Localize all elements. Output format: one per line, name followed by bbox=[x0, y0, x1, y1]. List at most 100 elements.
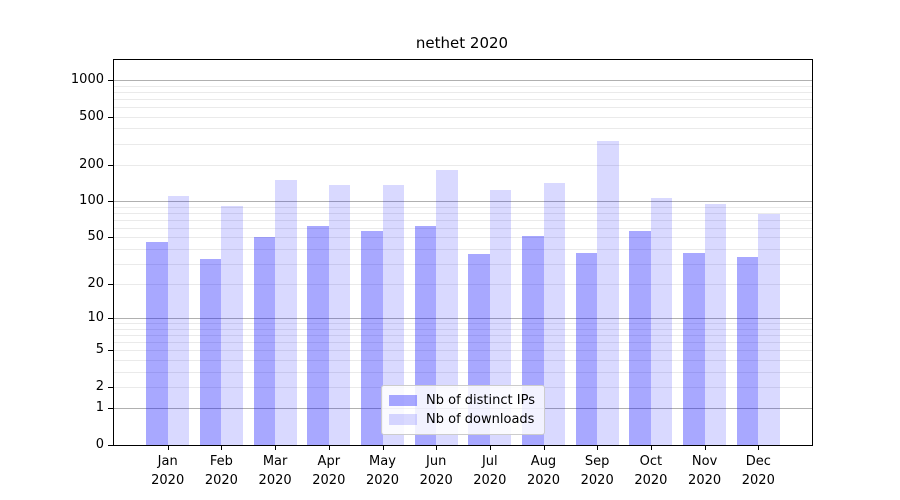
gridline-minor bbox=[114, 263, 812, 265]
x-tick-mark bbox=[275, 445, 277, 450]
x-tick-mark bbox=[167, 445, 169, 450]
x-tick-label-feb: Feb 2020 bbox=[204, 454, 238, 488]
bar-downloads-jan bbox=[167, 196, 190, 445]
y-tick-label-100: 100 bbox=[79, 193, 104, 209]
plot-area: Nb of distinct IPs Nb of downloads Jan 2… bbox=[71, 59, 813, 488]
x-tick-mark bbox=[489, 445, 491, 450]
y-tick-label-1000: 1000 bbox=[70, 72, 104, 87]
gridline-minor bbox=[114, 98, 812, 100]
bar-distinct-ips-mar bbox=[253, 237, 276, 445]
gridline-minor bbox=[114, 143, 812, 145]
bar-distinct-ips-sep bbox=[575, 252, 598, 445]
x-tick-mark bbox=[650, 445, 652, 450]
x-tick-mark bbox=[543, 445, 545, 450]
gridline-minor bbox=[114, 106, 812, 108]
legend-label-downloads: Nb of downloads bbox=[426, 412, 535, 427]
x-tick-label-nov: Nov 2020 bbox=[688, 454, 722, 488]
y-tick-label-200: 200 bbox=[79, 156, 104, 172]
y-tick-label-5: 5 bbox=[95, 342, 104, 358]
gridline-minor bbox=[114, 328, 812, 330]
y-tick-label-1: 1 bbox=[95, 400, 104, 416]
x-tick-mark bbox=[597, 445, 599, 450]
x-tick-mark bbox=[221, 445, 223, 450]
y-tick-label-50: 50 bbox=[87, 229, 104, 245]
bar-distinct-ips-jan bbox=[146, 241, 168, 445]
y-tick-mark bbox=[108, 201, 114, 203]
gridline-minor bbox=[114, 85, 812, 87]
x-tick-mark bbox=[704, 445, 706, 450]
x-tick-label-jul: Jul 2020 bbox=[473, 454, 507, 488]
x-tick-mark bbox=[328, 445, 330, 450]
y-tick-label-10: 10 bbox=[87, 310, 104, 326]
x-tick-label-may: May 2020 bbox=[365, 454, 400, 488]
gridline-minor bbox=[114, 227, 812, 229]
y-tick-mark bbox=[108, 408, 114, 410]
x-tick-label-jun: Jun 2020 bbox=[419, 454, 453, 488]
y-tick-label-500: 500 bbox=[79, 108, 104, 124]
gridline-minor bbox=[114, 91, 812, 93]
bar-downloads-jun bbox=[436, 169, 458, 445]
gridline-minor bbox=[114, 335, 812, 337]
bar-downloads-sep bbox=[597, 140, 619, 445]
x-tick-label-apr: Apr 2020 bbox=[312, 454, 346, 488]
chart-title: nethet 2020 bbox=[415, 34, 509, 52]
x-tick-mark bbox=[382, 445, 384, 450]
x-tick-label-dec: Dec 2020 bbox=[741, 454, 775, 488]
gridline-major bbox=[114, 80, 812, 81]
y-tick-mark bbox=[108, 387, 114, 388]
legend: Nb of distinct IPs Nb of downloads bbox=[381, 385, 545, 435]
bar-downloads-feb bbox=[221, 205, 243, 445]
y-tick-mark bbox=[108, 445, 114, 446]
x-tick-mark bbox=[436, 445, 438, 450]
x-tick-label-sep: Sep 2020 bbox=[580, 454, 614, 488]
bar-distinct-ips-feb bbox=[199, 258, 222, 445]
bar-downloads-dec bbox=[758, 213, 780, 445]
gridline-minor bbox=[114, 350, 812, 352]
gridline-minor bbox=[114, 164, 812, 166]
gridline-minor bbox=[114, 342, 812, 344]
bar-downloads-may bbox=[382, 184, 404, 445]
x-tick-label-jan: Jan 2020 bbox=[151, 454, 185, 488]
bar-distinct-ips-oct bbox=[629, 230, 651, 445]
bar-distinct-ips-dec bbox=[736, 257, 759, 445]
legend-label-distinct-ips: Nb of distinct IPs bbox=[426, 393, 535, 408]
legend-swatch-downloads bbox=[389, 414, 418, 425]
y-tick-mark bbox=[108, 116, 114, 118]
x-tick-label-oct: Oct 2020 bbox=[634, 454, 668, 488]
x-tick-mark bbox=[758, 445, 760, 450]
gridline-minor bbox=[114, 212, 812, 214]
bar-distinct-ips-may bbox=[361, 230, 383, 445]
gridline-major bbox=[114, 201, 812, 203]
y-tick-label-2: 2 bbox=[95, 379, 104, 394]
bar-downloads-apr bbox=[328, 185, 351, 445]
bar-downloads-mar bbox=[275, 179, 297, 445]
bar-distinct-ips-nov bbox=[683, 252, 705, 445]
x-tick-label-aug: Aug 2020 bbox=[526, 454, 561, 488]
gridline-major bbox=[114, 318, 812, 320]
gridline-minor bbox=[114, 360, 812, 361]
legend-swatch-distinct-ips bbox=[389, 395, 418, 406]
y-tick-mark bbox=[108, 350, 114, 352]
bar-downloads-jul bbox=[489, 190, 512, 445]
gridline-minor bbox=[114, 371, 812, 373]
gridline-minor bbox=[114, 323, 812, 325]
bar-distinct-ips-apr bbox=[307, 226, 329, 445]
legend-item-downloads: Nb of downloads bbox=[389, 410, 535, 429]
y-tick-label-0: 0 bbox=[95, 437, 104, 452]
legend-item-distinct-ips: Nb of distinct IPs bbox=[389, 391, 535, 410]
gridline-minor bbox=[114, 284, 812, 286]
y-tick-mark bbox=[108, 318, 114, 320]
y-tick-label-20: 20 bbox=[87, 276, 104, 292]
gridline-minor bbox=[114, 219, 812, 221]
gridline-minor bbox=[114, 128, 812, 130]
y-tick-mark bbox=[108, 284, 114, 286]
gridline-minor bbox=[114, 206, 812, 208]
gridline-minor bbox=[114, 116, 812, 118]
gridline-minor bbox=[114, 237, 812, 239]
x-tick-label-mar: Mar 2020 bbox=[258, 454, 292, 488]
y-tick-mark bbox=[108, 164, 114, 166]
bar-downloads-oct bbox=[650, 198, 673, 445]
bar-downloads-aug bbox=[543, 182, 565, 445]
y-tick-mark bbox=[108, 237, 114, 239]
